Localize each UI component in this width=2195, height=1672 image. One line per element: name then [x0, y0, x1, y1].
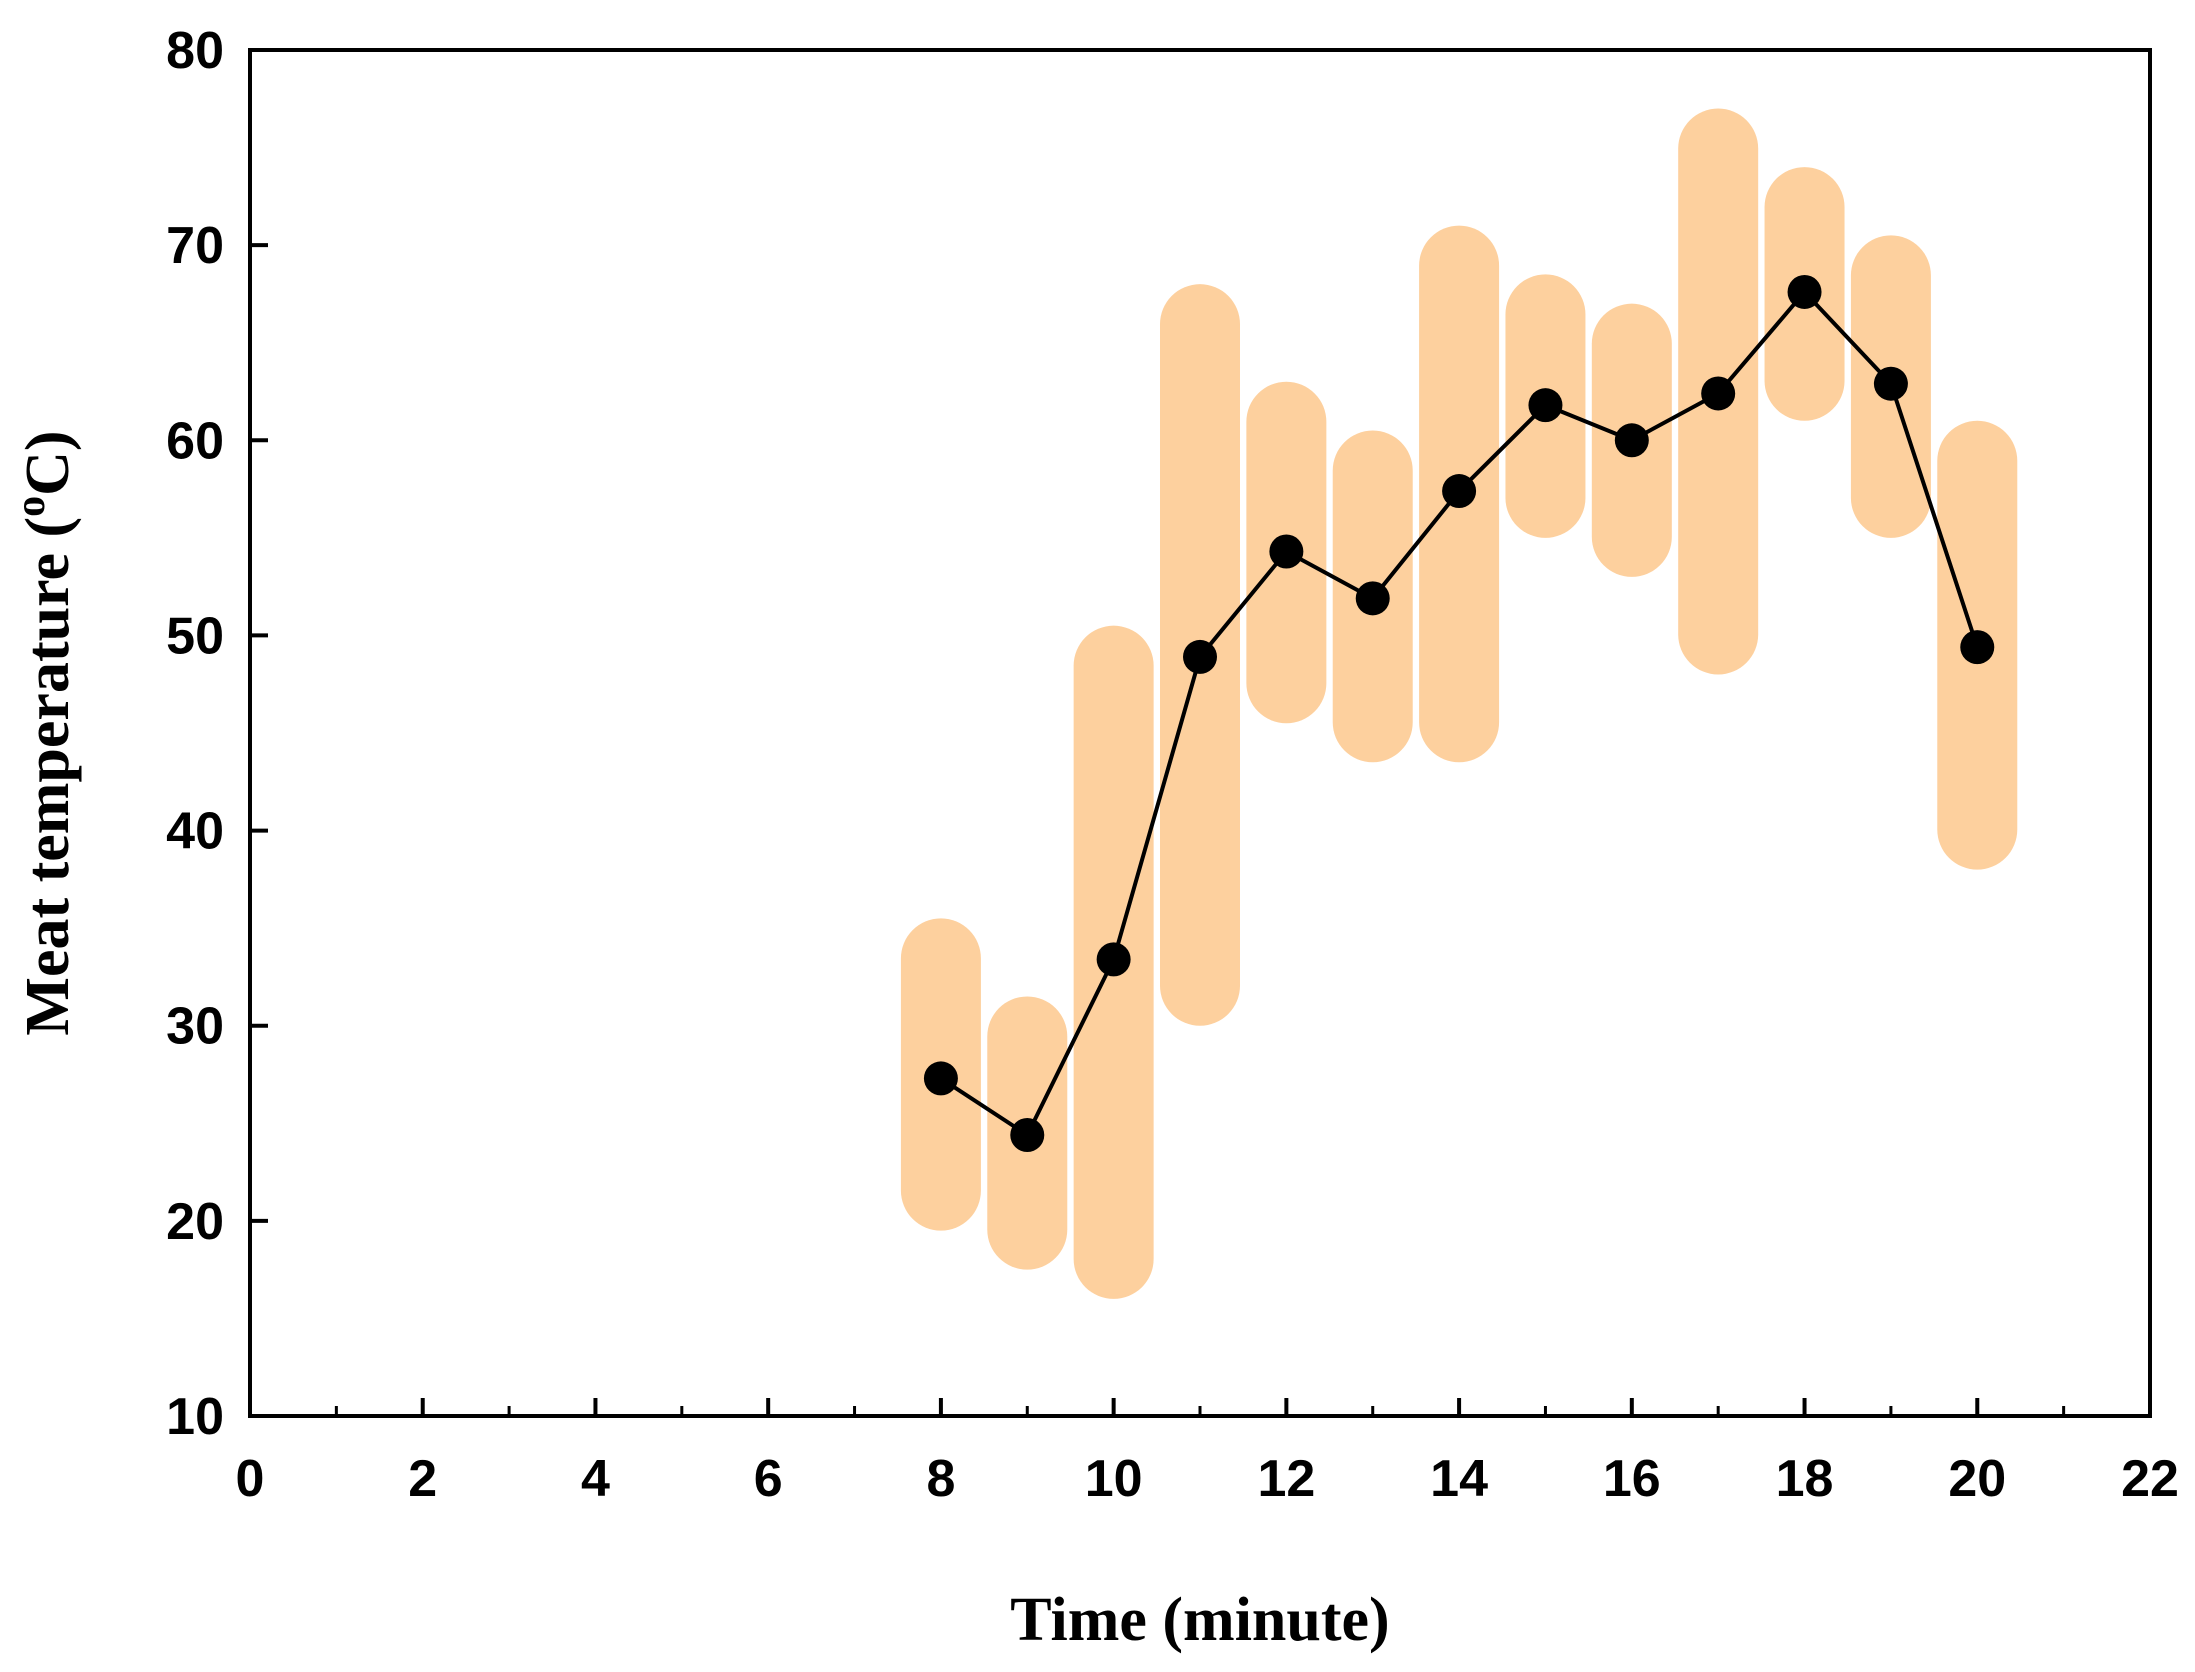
x-tick-label-20: 20 [1948, 1450, 2006, 1508]
x-tick-label-12: 12 [1257, 1450, 1315, 1508]
series-layer [923, 274, 1995, 1152]
y-tick-label-20: 20 [166, 1193, 224, 1251]
x-tick-label-6: 6 [754, 1450, 783, 1508]
y-tick-label-60: 60 [166, 412, 224, 470]
x-tick-label-22: 22 [2121, 1450, 2179, 1508]
axis-ticks-layer [248, 48, 2152, 1418]
y-tick-label-10: 10 [166, 1388, 224, 1446]
y-axis-title-superscript: o [8, 496, 54, 517]
data-point-9 [1010, 1117, 1045, 1152]
data-point-13 [1355, 581, 1390, 616]
y-axis-title-main: Meat temperature ( [14, 517, 82, 1036]
y-axis-title: Meat temperature (oC) [8, 430, 82, 1035]
data-point-14 [1442, 474, 1477, 509]
x-tick-label-16: 16 [1603, 1450, 1661, 1508]
data-point-18 [1787, 274, 1822, 309]
y-tick-label-40: 40 [166, 803, 224, 861]
data-point-8 [923, 1061, 958, 1096]
y-tick-label-80: 80 [166, 22, 224, 80]
tick-labels-layer: 0 2 4 6 8 10 12 14 16 18 20 22 10 20 30 40 50 60 70 80 [166, 22, 2179, 1508]
x-tick-label-4: 4 [581, 1450, 610, 1508]
range-bars-layer [900, 108, 2018, 1299]
x-tick-label-18: 18 [1776, 1450, 1834, 1508]
x-tick-label-8: 8 [926, 1450, 955, 1508]
data-point-15 [1528, 388, 1563, 423]
data-point-16 [1614, 423, 1649, 458]
data-point-12 [1269, 534, 1304, 569]
data-point-17 [1701, 376, 1736, 411]
data-point-11 [1183, 639, 1217, 674]
x-axis-title: Time (minute) [1010, 1586, 1389, 1654]
y-tick-label-30: 30 [166, 998, 224, 1056]
y-axis-title-unit: C) [14, 430, 82, 495]
x-tick-label-0: 0 [236, 1450, 265, 1508]
x-tick-label-14: 14 [1430, 1450, 1488, 1508]
data-point-19 [1873, 366, 1908, 401]
data-point-20 [1960, 630, 1995, 665]
y-tick-label-50: 50 [166, 607, 224, 665]
data-point-10 [1096, 942, 1131, 977]
x-tick-label-2: 2 [408, 1450, 437, 1508]
y-tick-label-70: 70 [166, 217, 224, 275]
x-tick-label-10: 10 [1085, 1450, 1143, 1508]
